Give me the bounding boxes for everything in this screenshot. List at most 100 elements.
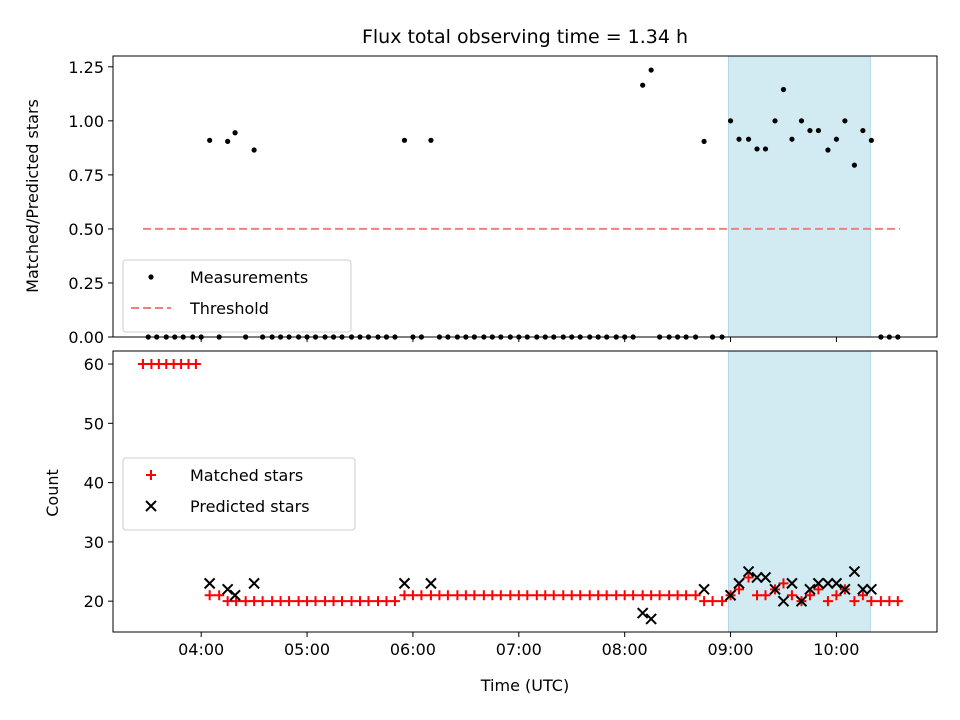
data-point (640, 82, 646, 88)
data-point (540, 590, 551, 601)
data-point (434, 590, 445, 601)
data-point (337, 596, 348, 607)
data-point (354, 596, 365, 607)
data-point (833, 136, 840, 142)
data-point (848, 565, 861, 578)
y-tick-label: 50 (84, 414, 104, 433)
data-point (505, 590, 516, 601)
plot-frame (112, 350, 938, 633)
data-point (825, 147, 831, 153)
data-point (645, 613, 657, 625)
x-tick-label: 10:00 (813, 640, 859, 659)
data-point (204, 590, 215, 601)
data-point (690, 590, 701, 601)
data-point (707, 596, 718, 607)
data-point (754, 146, 760, 152)
data-point (868, 137, 874, 143)
data-point (381, 596, 392, 607)
data-point (875, 596, 886, 607)
data-point (225, 138, 231, 144)
data-point (866, 596, 877, 607)
data-point (401, 137, 408, 143)
y-tick-label: 0.75 (68, 166, 104, 185)
data-point (478, 590, 489, 601)
data-point (860, 127, 866, 134)
series-predicted-stars (203, 565, 878, 625)
data-point (425, 577, 437, 590)
data-point (548, 590, 559, 601)
data-point (762, 146, 769, 152)
legend-swatch (145, 500, 157, 512)
legend-label: Threshold (189, 299, 269, 318)
data-point (786, 590, 797, 601)
data-point (743, 572, 754, 583)
bottom-panel: 20 30 40 50 60 04:00 05:00 06:00 07:00 08:00 09:00… (84, 350, 938, 659)
data-point (884, 596, 895, 607)
data-point (851, 162, 858, 168)
data-point (812, 577, 825, 590)
series-matched-stars (137, 359, 903, 607)
data-point (513, 590, 524, 601)
data-point (611, 590, 622, 601)
legend-swatch (148, 274, 154, 280)
legend-label: Matched stars (190, 466, 303, 485)
data-point (857, 590, 868, 601)
y-tick-label: 0.25 (68, 274, 104, 293)
data-point (822, 577, 834, 590)
data-point (399, 590, 410, 601)
data-point (302, 596, 313, 607)
data-point (734, 584, 745, 595)
data-point (137, 359, 148, 370)
data-point (229, 589, 241, 601)
data-point (190, 359, 201, 370)
legend-label: Predicted stars (190, 497, 310, 516)
bottom-y-axis-label: Count (43, 469, 62, 517)
data-point (575, 590, 586, 601)
data-point (251, 147, 257, 153)
data-point (452, 590, 463, 601)
data-point (637, 590, 648, 601)
data-point (428, 137, 434, 143)
y-tick-label: 60 (84, 355, 104, 374)
y-tick-label: 1.00 (68, 112, 104, 131)
x-axis-label: Time (UTC) (480, 676, 569, 695)
legend: Measurements Threshold (122, 259, 352, 333)
data-point (813, 584, 824, 595)
data-point (815, 127, 822, 134)
data-point (807, 127, 813, 134)
data-point (232, 130, 238, 136)
data-point (795, 595, 808, 607)
y-tick-label: 1.25 (68, 58, 104, 77)
data-point (425, 590, 436, 601)
data-point (558, 590, 569, 601)
data-point (522, 590, 533, 601)
data-point (310, 596, 321, 607)
data-point (275, 596, 286, 607)
data-point (363, 596, 374, 607)
data-point (798, 118, 805, 124)
data-point (842, 118, 848, 124)
data-point (664, 590, 675, 601)
data-point (398, 577, 411, 590)
data-point (759, 571, 772, 584)
data-point (760, 590, 771, 601)
data-point (646, 590, 657, 601)
data-point (531, 590, 542, 601)
data-point (293, 596, 304, 607)
data-point (487, 590, 498, 601)
data-point (628, 590, 639, 601)
shaded-region (727, 55, 871, 338)
data-point (789, 136, 795, 142)
data-point (736, 136, 742, 142)
data-point (284, 596, 295, 607)
data-point (672, 590, 683, 601)
data-point (751, 571, 763, 584)
data-point (407, 590, 418, 601)
x-tick-label: 08:00 (602, 640, 648, 659)
data-point (248, 577, 260, 590)
legend-item: Matched stars (146, 466, 303, 485)
data-point (780, 86, 787, 93)
data-point (831, 590, 842, 601)
y-tick-label: 20 (84, 592, 104, 611)
data-point (804, 590, 815, 601)
